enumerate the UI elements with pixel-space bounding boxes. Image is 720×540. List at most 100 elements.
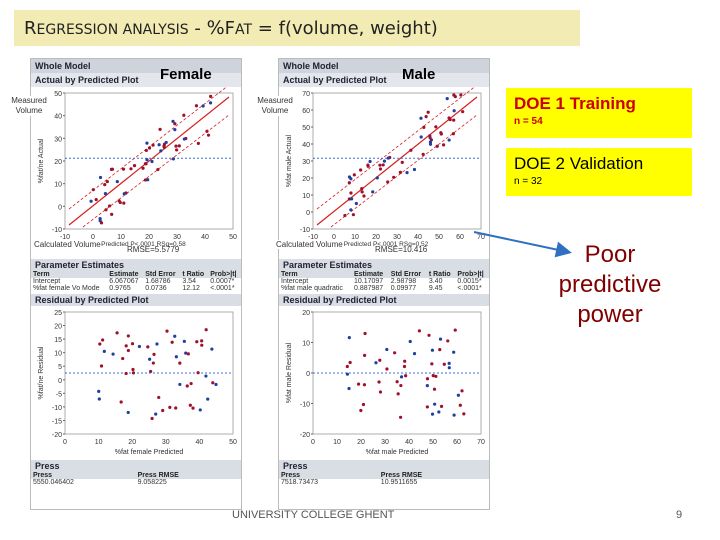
data-point <box>426 110 430 114</box>
data-point <box>374 361 378 365</box>
x-tick-label: 30 <box>162 439 170 446</box>
female-param-col-1: Estimate <box>107 271 144 278</box>
data-point <box>392 175 396 179</box>
data-point <box>419 135 423 139</box>
data-point <box>378 163 382 167</box>
data-point <box>349 208 353 212</box>
data-point <box>211 381 215 385</box>
male-param-cell: 0.0015* <box>457 278 482 285</box>
male-param-cell: <.0001* <box>457 285 482 292</box>
data-point <box>399 383 403 388</box>
data-point <box>378 167 383 171</box>
female-param-cell: 0.0736 <box>145 285 167 292</box>
data-point <box>174 355 178 359</box>
data-point <box>386 180 390 184</box>
data-point <box>347 175 352 179</box>
doe1-box: DOE 1 Training n = 54 <box>506 88 692 138</box>
data-point <box>126 334 130 338</box>
data-point <box>349 191 353 195</box>
data-point <box>428 134 432 138</box>
x-tick-label: 20 <box>357 439 365 446</box>
y-tick-label: 40 <box>302 142 310 149</box>
y-axis-label: %fat/ne Actual <box>38 138 45 183</box>
y-tick-label: 20 <box>302 310 310 317</box>
data-point <box>182 113 186 117</box>
data-point <box>164 140 168 145</box>
female-actual-by-predicted-header[interactable]: Actual by Predicted Plot <box>31 73 241 87</box>
data-point <box>409 148 413 152</box>
x-tick-label: 60 <box>456 234 464 241</box>
male-whole-model-header[interactable]: Whole Model <box>279 59 489 73</box>
data-point <box>419 116 423 120</box>
data-point <box>171 157 176 161</box>
y-tick-label: -15 <box>52 418 62 425</box>
female-parameter-estimates-header[interactable]: Parameter Estimates <box>31 259 241 271</box>
data-point <box>189 381 193 386</box>
data-point <box>428 142 433 146</box>
data-point <box>442 362 446 366</box>
data-point <box>158 127 162 131</box>
data-point <box>154 412 158 416</box>
doe2-count: n = 32 <box>514 176 543 187</box>
data-point <box>208 101 213 105</box>
data-point <box>422 125 426 130</box>
data-point <box>159 149 163 153</box>
y-tick-label: 50 <box>302 125 310 132</box>
data-point <box>352 173 356 177</box>
data-point <box>206 133 211 137</box>
y-axis-label: %fat/ne Residual <box>38 346 45 399</box>
data-point <box>210 347 214 351</box>
y-tick-label: 20 <box>54 324 62 331</box>
data-point <box>204 328 208 332</box>
data-point <box>452 93 456 97</box>
female-whole-model-header[interactable]: Whole Model <box>31 59 241 73</box>
female-param-cell: 0.9765 <box>109 285 131 292</box>
data-point <box>157 395 161 400</box>
data-point <box>174 144 178 148</box>
table-row: Intercept 6.067067 1.68786 3.54 0.0007* <box>31 278 241 285</box>
female-press-header[interactable]: Press <box>31 460 241 472</box>
male-residual-header[interactable]: Residual by Predicted Plot <box>279 294 489 306</box>
data-point <box>194 104 199 108</box>
male-actual-by-predicted-header[interactable]: Actual by Predicted Plot <box>279 73 489 87</box>
y-tick-label: 0 <box>58 204 62 211</box>
x-tick-label: 40 <box>196 439 204 446</box>
data-point <box>191 406 195 410</box>
data-point <box>446 339 450 343</box>
male-parameter-estimates-header[interactable]: Parameter Estimates <box>279 259 489 271</box>
y-tick-label: 10 <box>302 193 310 200</box>
male-press-col: Press <box>279 472 379 479</box>
male-press-header[interactable]: Press <box>279 460 489 472</box>
data-point <box>447 361 451 365</box>
data-point <box>412 352 417 356</box>
data-point <box>130 342 135 346</box>
data-point <box>433 402 437 406</box>
data-point <box>89 199 93 203</box>
data-point <box>395 380 399 384</box>
data-point <box>101 338 105 342</box>
data-point <box>97 397 101 401</box>
data-point <box>151 143 155 147</box>
female-residual-header[interactable]: Residual by Predicted Plot <box>31 294 241 306</box>
male-press-table: Press Press RMSE 7518.73473 10.9511655 <box>279 472 489 486</box>
data-point <box>110 212 114 216</box>
data-point <box>195 340 199 344</box>
y-tick-label: 0 <box>58 378 62 385</box>
data-point <box>132 163 137 168</box>
y-tick-label: -10 <box>300 402 310 409</box>
data-point <box>343 213 347 218</box>
data-point <box>424 115 428 119</box>
x-tick-label: 0 <box>63 439 67 446</box>
y-tick-label: 60 <box>302 108 310 115</box>
x-tick-label: 40 <box>414 234 422 241</box>
data-point <box>188 403 192 407</box>
male-panel: Whole Model Actual by Predicted Plot 70 6… <box>278 58 490 510</box>
male-press-value: 7518.73473 <box>281 479 318 486</box>
data-point <box>360 190 364 194</box>
data-point <box>459 93 463 97</box>
y-tick-label: 20 <box>302 176 310 183</box>
male-outer-xlabel: Calculated Volume <box>276 240 343 249</box>
y-tick-label: -20 <box>300 432 310 439</box>
data-point <box>386 156 390 160</box>
